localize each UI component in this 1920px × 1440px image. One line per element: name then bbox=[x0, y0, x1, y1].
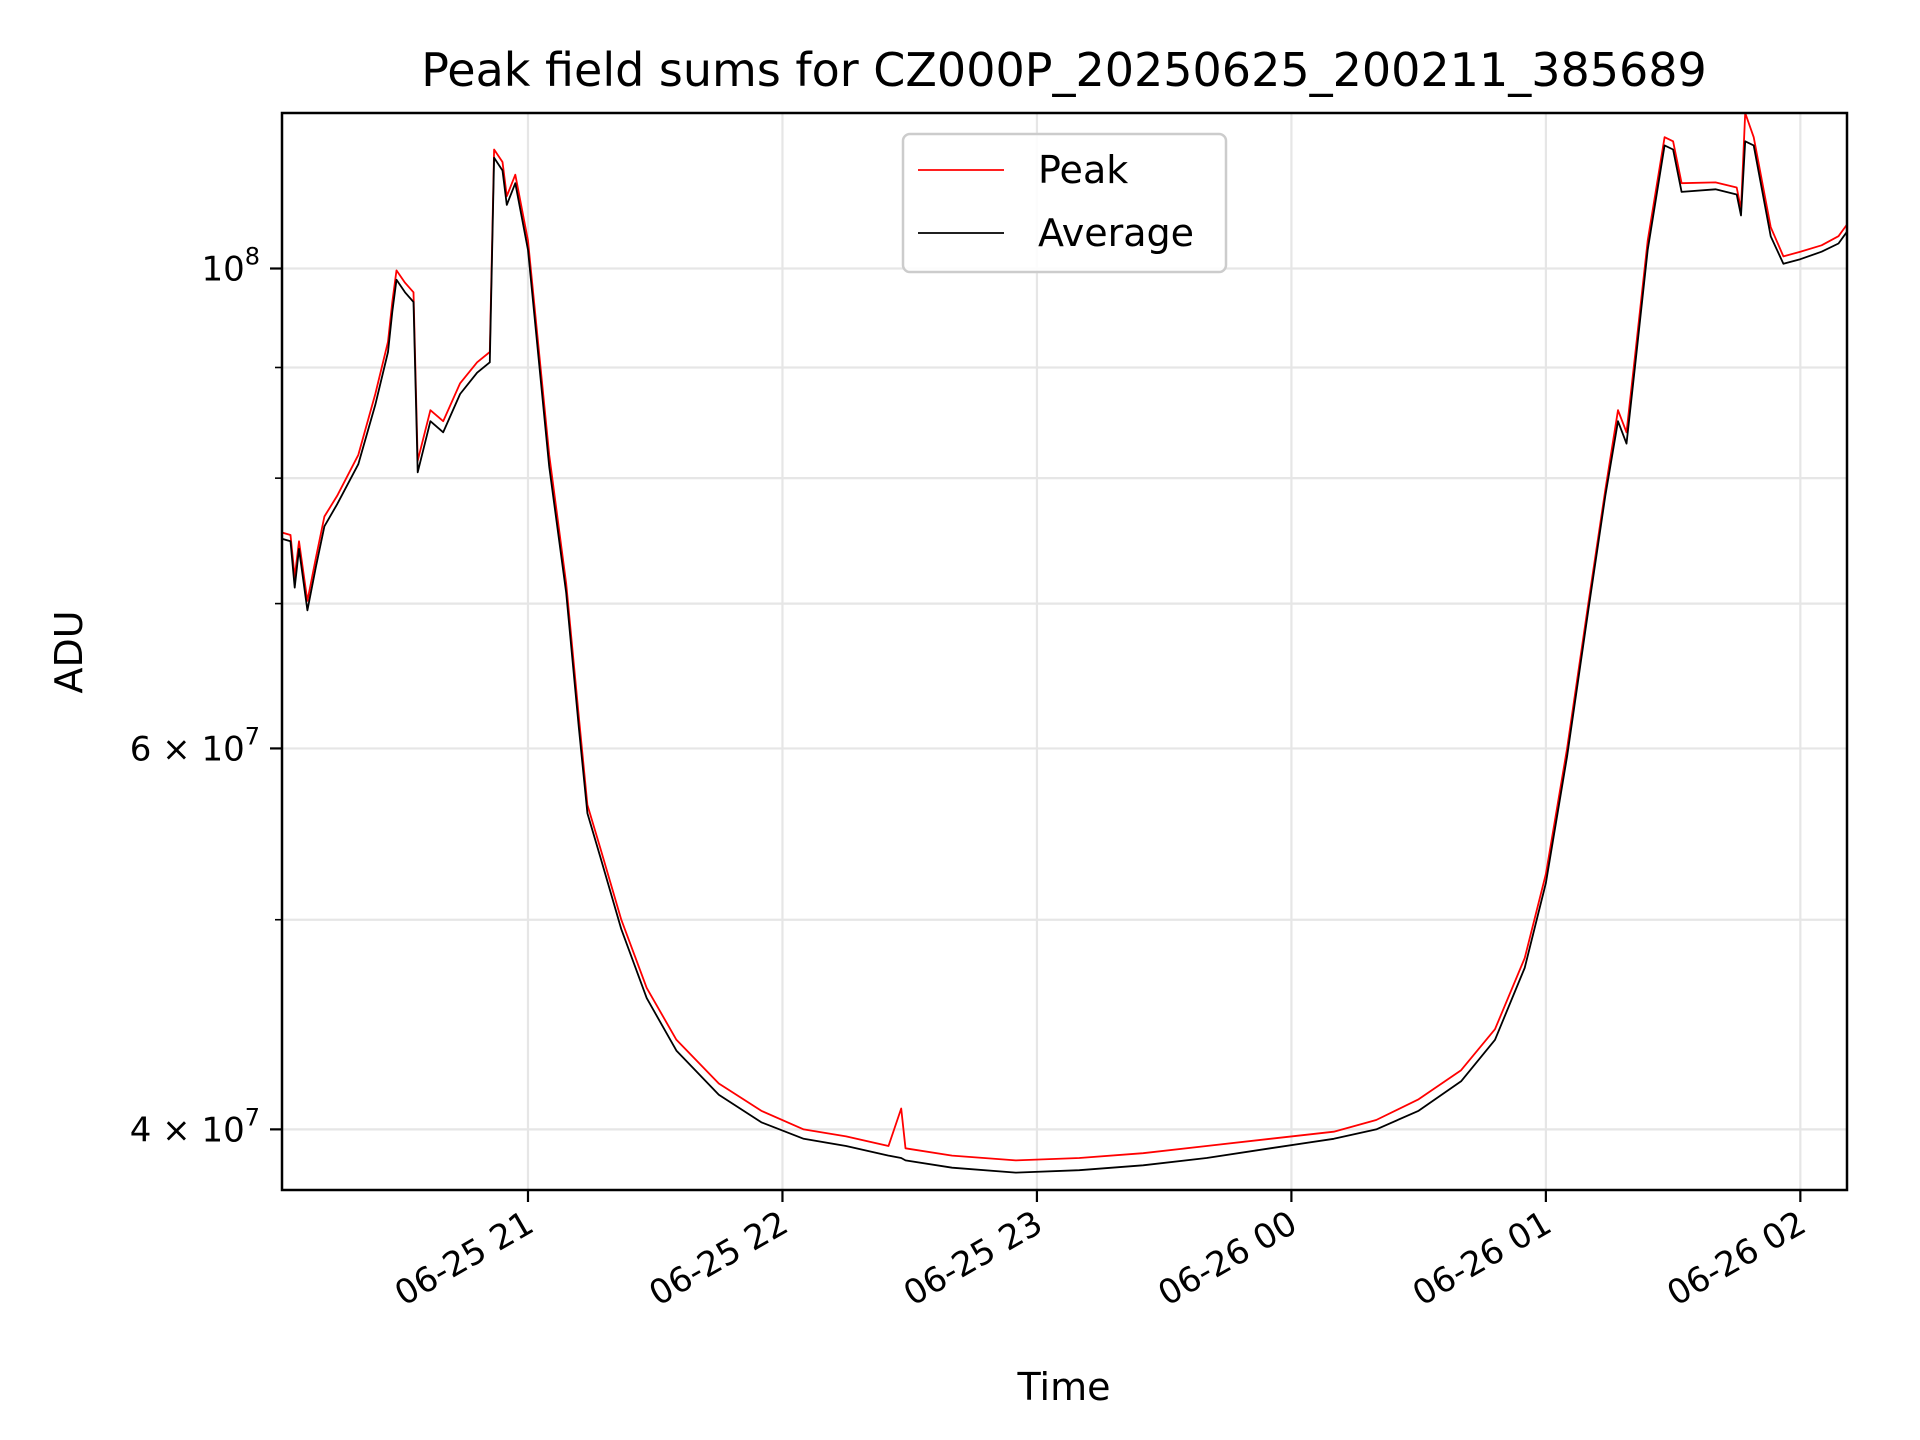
y-axis-label: ADU bbox=[47, 610, 91, 693]
legend: Peak Average bbox=[901, 132, 1228, 274]
legend-label-peak: Peak bbox=[1038, 148, 1128, 192]
series-line-peak bbox=[282, 113, 1847, 1162]
chart-title: Peak field sums for CZ000P_20250625_2002… bbox=[421, 43, 1707, 97]
y-tick-label: 6 × 107 bbox=[130, 722, 260, 769]
x-axis-label: Time bbox=[1017, 1365, 1111, 1409]
series-line-average bbox=[282, 140, 1847, 1174]
grid-lines bbox=[282, 113, 1847, 1190]
y-tick-label: 108 bbox=[201, 243, 260, 290]
legend-box bbox=[901, 132, 1228, 274]
series-layer bbox=[282, 113, 1847, 1174]
legend-label-average: Average bbox=[1038, 211, 1194, 255]
y-tick-label: 4 × 107 bbox=[130, 1103, 260, 1150]
plot-frame bbox=[280, 111, 1849, 1192]
